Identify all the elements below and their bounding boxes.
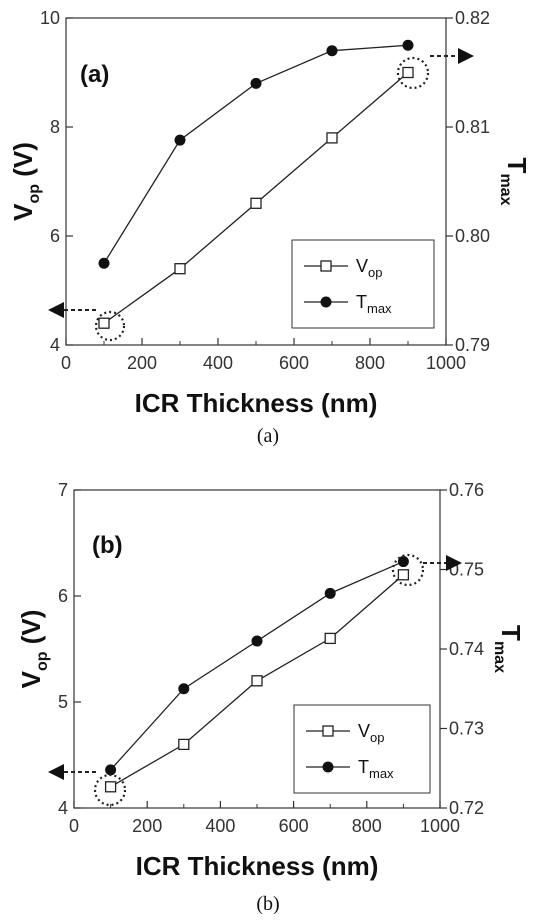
x-axis-title: ICR Thickness (nm) [136, 851, 379, 881]
y-axis-title: Vop (V) [8, 142, 43, 221]
y-tick-label: 6 [50, 226, 60, 246]
data-point-square [397, 569, 410, 581]
data-point-square [324, 632, 336, 645]
y2-tick-label: 0.76 [449, 480, 484, 500]
data-point-square [251, 675, 263, 687]
highlight-circle [94, 310, 126, 342]
legend-entry-v: Vop [356, 256, 382, 280]
y2-tick-label: 0.73 [449, 719, 484, 739]
y2-tick-label: 0.82 [455, 8, 490, 28]
x-tick-label: 400 [203, 353, 233, 373]
y-tick-label: 7 [58, 480, 68, 500]
panel-label: (b) [92, 532, 123, 559]
data-point-circle [397, 556, 409, 568]
x-tick-label: 600 [279, 353, 309, 373]
legend-marker-square [322, 725, 334, 737]
y-tick-label: 8 [50, 117, 60, 137]
legend-marker-circle [320, 296, 332, 308]
y2-tick-label: 0.79 [455, 335, 490, 355]
legend-marker-square [320, 260, 332, 272]
data-point-circle [326, 45, 338, 57]
figure-caption: (a) [257, 425, 279, 447]
legend: Vop Tmax [293, 704, 431, 794]
chart-panel-2: 0 200 400 600 800 100045670.720.730.740.750.7… [16, 480, 526, 915]
y2-tick-label: 0.80 [455, 226, 490, 246]
data-point-square [178, 738, 190, 751]
y2-axis-title: Tmax [491, 625, 526, 673]
data-point-circle [178, 683, 190, 695]
panel-label: (a) [80, 61, 109, 88]
data-point-square [174, 263, 186, 275]
y2-tick-label: 0.74 [449, 639, 484, 659]
data-point-square [402, 66, 414, 79]
y-tick-label: 10 [40, 8, 60, 28]
highlight-circle [93, 773, 127, 807]
figure-caption: (b) [256, 893, 279, 915]
x-tick-label: 0 [61, 353, 71, 373]
data-point-circle [105, 764, 117, 776]
data-point-circle [402, 39, 414, 51]
data-point-square [98, 317, 110, 329]
y-tick-label: 5 [58, 692, 68, 712]
legend-entry-v: Vop [358, 721, 384, 745]
x-axis-title: ICR Thickness (nm) [135, 388, 378, 418]
x-tick-label: 200 [127, 353, 157, 373]
highlight-circle [391, 553, 425, 587]
data-point-circle [174, 134, 186, 146]
y2-tick-label: 0.81 [455, 117, 490, 137]
highlight-circle [396, 56, 430, 90]
data-point-square [250, 197, 262, 209]
legend-marker-circle [322, 761, 334, 773]
y2-tick-label: 0.72 [449, 798, 484, 818]
legend-entry-t: Tmax [358, 757, 394, 781]
x-tick-label: 200 [132, 816, 162, 836]
x-tick-label: 1000 [420, 816, 460, 836]
data-point-circle [250, 77, 262, 89]
data-point-circle [98, 257, 110, 269]
legend: Vop Tmax [291, 239, 435, 329]
data-point-circle [324, 587, 336, 599]
x-tick-label: 800 [355, 353, 385, 373]
legend-entry-t: Tmax [356, 292, 392, 316]
x-tick-label: 800 [352, 816, 382, 836]
y-tick-label: 6 [58, 586, 68, 606]
x-tick-label: 1000 [426, 353, 466, 373]
legend-box [291, 239, 435, 329]
y-axis-title: Vop (V) [16, 610, 51, 689]
y-tick-label: 4 [58, 798, 68, 818]
chart-panel-1: 0 200 400 600 800 1000 4 6 8 10 0.79 0.80 0.81 0.82 IC… [8, 8, 532, 447]
data-point-square [104, 781, 117, 793]
x-tick-label: 400 [205, 816, 235, 836]
x-tick-label: 0 [69, 816, 79, 836]
y2-axis-title: Tmax [497, 158, 532, 206]
y-tick-label: 4 [50, 335, 60, 355]
data-point-circle [251, 635, 263, 647]
data-point-square [326, 132, 338, 144]
x-tick-label: 600 [279, 816, 309, 836]
legend-box [293, 704, 431, 794]
